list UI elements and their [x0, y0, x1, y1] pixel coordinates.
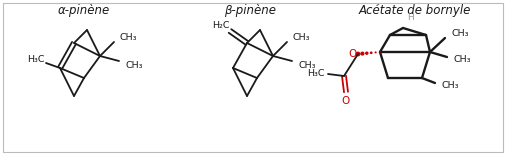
Text: Acétate de bornyle: Acétate de bornyle: [358, 4, 470, 17]
Text: O: O: [348, 49, 357, 59]
Text: H₃C: H₃C: [27, 55, 44, 64]
Text: O: O: [341, 96, 349, 106]
Text: β-pinène: β-pinène: [224, 4, 276, 17]
Text: CH₃: CH₃: [297, 60, 315, 69]
Text: CH₃: CH₃: [119, 33, 136, 42]
Text: H₃C: H₃C: [307, 69, 324, 78]
Text: CH₃: CH₃: [452, 55, 470, 64]
Text: H: H: [407, 13, 414, 22]
Text: CH₃: CH₃: [450, 29, 468, 38]
Text: CH₃: CH₃: [440, 82, 458, 91]
Text: CH₃: CH₃: [292, 33, 309, 42]
Text: CH₃: CH₃: [125, 60, 142, 69]
Text: H₂C: H₂C: [212, 20, 229, 29]
Text: α-pinène: α-pinène: [57, 4, 110, 17]
